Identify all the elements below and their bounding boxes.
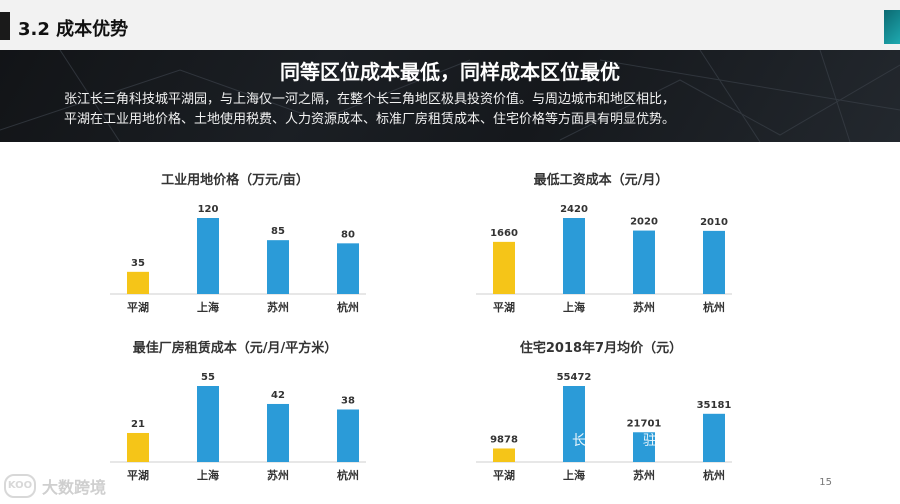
data-label: 35181 xyxy=(697,400,732,411)
bar-上海 xyxy=(197,218,219,294)
chart-title: 住宅2018年7月均价（元） xyxy=(520,340,682,356)
chart-svg: 最低工资成本（元/月） 1660 平湖 2420 上海 2020 苏州 2010 杭州 xyxy=(476,172,732,314)
data-label: 21701 xyxy=(627,418,662,429)
category-label: 上海 xyxy=(563,468,585,482)
bar-苏州 xyxy=(633,230,655,294)
category-label: 苏州 xyxy=(267,300,289,314)
category-label: 平湖 xyxy=(127,468,149,482)
category-label: 上海 xyxy=(197,300,219,314)
bar-苏州 xyxy=(267,403,289,462)
data-label: 1660 xyxy=(490,228,518,239)
category-label: 上海 xyxy=(197,468,219,482)
description-line-1: 张江长三角科技城平湖园，与上海仅一河之隔，在整个长三角地区极具投资价值。与周边城… xyxy=(64,92,676,107)
bar-苏州 xyxy=(267,240,289,294)
data-label: 2010 xyxy=(700,217,728,228)
bar-杭州 xyxy=(703,413,725,462)
bar-杭州 xyxy=(337,243,359,294)
bar-平湖 xyxy=(127,271,149,294)
bar-上海 xyxy=(563,386,585,462)
logo-icon: KOO xyxy=(4,474,36,498)
chart-title: 最低工资成本（元/月） xyxy=(534,172,669,188)
category-label: 苏州 xyxy=(267,468,289,482)
logo-text: 大数跨境 xyxy=(42,478,107,497)
data-label: 35 xyxy=(131,258,145,269)
bar-平湖 xyxy=(493,448,515,462)
category-label: 杭州 xyxy=(703,300,725,314)
bar-上海 xyxy=(563,218,585,294)
bar-杭州 xyxy=(703,230,725,294)
chart-factory-rent: 最佳厂房租赁成本（元/月/平方米） 21 平湖 55 上海 42 苏州 38 杭州 xyxy=(100,336,434,486)
header-bar: 3.2 成本优势 xyxy=(0,0,900,50)
data-label: 55472 xyxy=(557,372,592,383)
category-label: 平湖 xyxy=(493,468,515,482)
chart-land-price: 工业用地价格（万元/亩） 35 平湖 120 上海 85 苏州 80 杭州 xyxy=(100,168,434,318)
banner-description: 张江长三角科技城平湖园，与上海仅一河之隔，在整个长三角地区极具投资价值。与周边城… xyxy=(64,90,844,130)
category-label: 苏州 xyxy=(633,468,655,482)
category-label: 上海 xyxy=(563,300,585,314)
header-accent xyxy=(0,12,10,40)
banner-texture xyxy=(0,50,900,142)
bar-苏州 xyxy=(633,432,655,462)
chart-title: 工业用地价格（万元/亩） xyxy=(161,172,309,188)
bar-上海 xyxy=(197,386,219,462)
data-label: 55 xyxy=(201,372,215,383)
chart-svg: 工业用地价格（万元/亩） 35 平湖 120 上海 85 苏州 80 杭州 xyxy=(110,172,366,314)
category-label: 杭州 xyxy=(337,300,359,314)
brand-logo: KOO 大数跨境 xyxy=(4,474,106,498)
data-label: 85 xyxy=(271,226,285,237)
bar-平湖 xyxy=(127,432,149,462)
section-title: 3.2 成本优势 xyxy=(18,19,129,40)
bar-杭州 xyxy=(337,409,359,462)
data-label: 9878 xyxy=(490,434,518,445)
data-label: 80 xyxy=(341,229,355,240)
data-label: 42 xyxy=(271,390,285,401)
banner-headline: 同等区位成本最低，同样成本区位最优 xyxy=(280,60,620,84)
data-label: 21 xyxy=(131,419,145,430)
category-label: 平湖 xyxy=(127,300,149,314)
bar-平湖 xyxy=(493,241,515,294)
category-label: 杭州 xyxy=(703,468,725,482)
category-label: 杭州 xyxy=(337,468,359,482)
chart-min-wage: 最低工资成本（元/月） 1660 平湖 2420 上海 2020 苏州 2010 杭州 xyxy=(466,168,800,318)
watermark-text: 长 业执 驻服 xyxy=(572,433,679,449)
description-line-2: 平湖在工业用地价格、土地使用税费、人力资源成本、标准厂房租赁成本、住宅价格等方面… xyxy=(64,112,676,127)
chart-housing-price: 住宅2018年7月均价（元） 9878 平湖 55472 上海 21701 苏州 35181 杭… xyxy=(466,336,800,486)
page-number: 15 xyxy=(819,477,832,488)
data-label: 2420 xyxy=(560,204,588,215)
data-label: 2020 xyxy=(630,217,658,228)
chart-svg: 住宅2018年7月均价（元） 9878 平湖 55472 上海 21701 苏州 35181 杭… xyxy=(476,340,732,482)
banner: 同等区位成本最低，同样成本区位最优 张江长三角科技城平湖园，与上海仅一河之隔，在… xyxy=(0,50,900,142)
header-decoration xyxy=(884,10,900,44)
category-label: 平湖 xyxy=(493,300,515,314)
chart-title: 最佳厂房租赁成本（元/月/平方米） xyxy=(133,340,338,356)
chart-svg: 最佳厂房租赁成本（元/月/平方米） 21 平湖 55 上海 42 苏州 38 杭州 xyxy=(110,340,366,482)
category-label: 苏州 xyxy=(633,300,655,314)
data-label: 38 xyxy=(341,395,355,406)
data-label: 120 xyxy=(198,204,219,215)
